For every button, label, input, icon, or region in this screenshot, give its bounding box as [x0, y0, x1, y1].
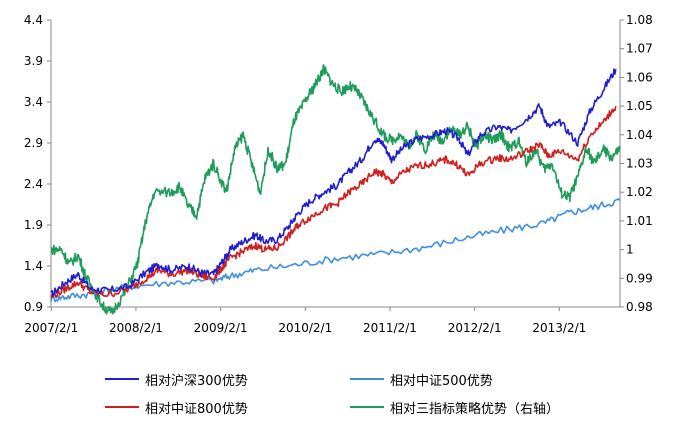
- y-right-tick-label: 1.03: [626, 157, 653, 171]
- series-line-0: [50, 68, 617, 297]
- legend-swatch-hs300: [105, 378, 139, 380]
- y-right-tick-label: 1.04: [626, 128, 653, 142]
- y-left-tick-label: 2.4: [24, 177, 43, 191]
- chart-svg: 0.9 1.4 1.9 2.4 2.9 3.4 3.9 4.4 0.98 0.99 1 1.01 1.0…: [24, 13, 653, 335]
- legend-swatch-three-factor: [350, 406, 384, 408]
- legend: 相对沪深300优势 相对中证500优势 相对中证800优势 相对三指标策略优势（…: [0, 362, 675, 423]
- legend-label-three-factor: 相对三指标策略优势（右轴）: [390, 401, 560, 417]
- legend-item-hs300: 相对沪深300优势: [105, 368, 248, 390]
- x-tick-label: 2013/2/1: [532, 321, 586, 335]
- series-line-1: [50, 198, 621, 303]
- legend-label-csi800: 相对中证800优势: [145, 401, 248, 417]
- series-line-2: [50, 105, 617, 299]
- y-right-tick-label: 0.98: [626, 300, 653, 314]
- legend-swatch-csi800: [105, 406, 139, 408]
- y-left-tick-label: 0.9: [24, 300, 43, 314]
- y-left-tick-label: 1.9: [24, 218, 43, 232]
- legend-item-csi500: 相对中证500优势: [350, 368, 493, 390]
- y-right-tick-label: 1.05: [626, 99, 653, 113]
- y-left-tick-label: 1.4: [24, 259, 43, 273]
- y-left-tick-label: 3.4: [24, 95, 43, 109]
- series-line-3: [50, 64, 621, 315]
- legend-item-three-factor: 相对三指标策略优势（右轴）: [350, 396, 559, 418]
- legend-item-csi800: 相对中证800优势: [105, 396, 248, 418]
- y-right-tick-label: 1.01: [626, 214, 653, 228]
- y-right-tick-label: 1.06: [626, 70, 653, 84]
- y-right-tick-label: 1.07: [626, 42, 653, 56]
- y-left-tick-label: 2.9: [24, 136, 43, 150]
- y-right-tick-label: 1: [626, 243, 634, 257]
- y-right-tick-label: 1.02: [626, 185, 653, 199]
- x-tick-label: 2011/2/1: [363, 321, 417, 335]
- legend-swatch-csi500: [350, 378, 384, 380]
- y-right-tick-label: 1.08: [626, 13, 653, 27]
- x-tick-label: 2012/2/1: [448, 321, 502, 335]
- y-left-tick-label: 3.9: [24, 54, 43, 68]
- x-tick-label: 2010/2/1: [278, 321, 332, 335]
- x-tick-label: 2007/2/1: [24, 321, 78, 335]
- y-right-tick-label: 0.99: [626, 271, 653, 285]
- legend-label-hs300: 相对沪深300优势: [145, 373, 248, 389]
- y-left-tick-label: 4.4: [24, 13, 43, 27]
- x-tick-label: 2008/2/1: [109, 321, 163, 335]
- x-tick-label: 2009/2/1: [194, 321, 248, 335]
- legend-label-csi500: 相对中证500优势: [390, 373, 493, 389]
